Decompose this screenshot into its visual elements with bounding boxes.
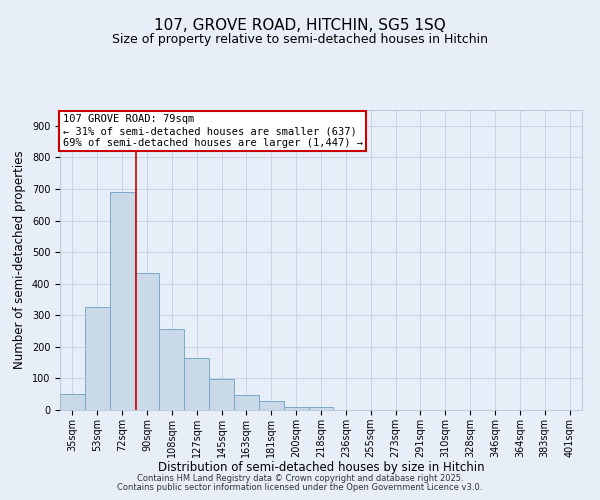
Bar xyxy=(85,308,110,410)
Bar xyxy=(234,395,259,410)
Text: Contains HM Land Registry data © Crown copyright and database right 2025.: Contains HM Land Registry data © Crown c… xyxy=(137,474,463,483)
Bar xyxy=(134,272,160,410)
Bar xyxy=(284,407,308,410)
Bar xyxy=(308,407,334,410)
Y-axis label: Number of semi-detached properties: Number of semi-detached properties xyxy=(13,150,26,370)
Bar xyxy=(184,358,209,410)
Bar xyxy=(110,192,134,410)
Bar xyxy=(209,380,234,410)
Text: 107, GROVE ROAD, HITCHIN, SG5 1SQ: 107, GROVE ROAD, HITCHIN, SG5 1SQ xyxy=(154,18,446,32)
Text: 107 GROVE ROAD: 79sqm
← 31% of semi-detached houses are smaller (637)
69% of sem: 107 GROVE ROAD: 79sqm ← 31% of semi-deta… xyxy=(62,114,362,148)
Bar xyxy=(60,394,85,410)
Bar xyxy=(259,400,284,410)
Text: Contains public sector information licensed under the Open Government Licence v3: Contains public sector information licen… xyxy=(118,483,482,492)
Text: Size of property relative to semi-detached houses in Hitchin: Size of property relative to semi-detach… xyxy=(112,32,488,46)
Bar xyxy=(160,328,184,410)
X-axis label: Distribution of semi-detached houses by size in Hitchin: Distribution of semi-detached houses by … xyxy=(158,462,484,474)
